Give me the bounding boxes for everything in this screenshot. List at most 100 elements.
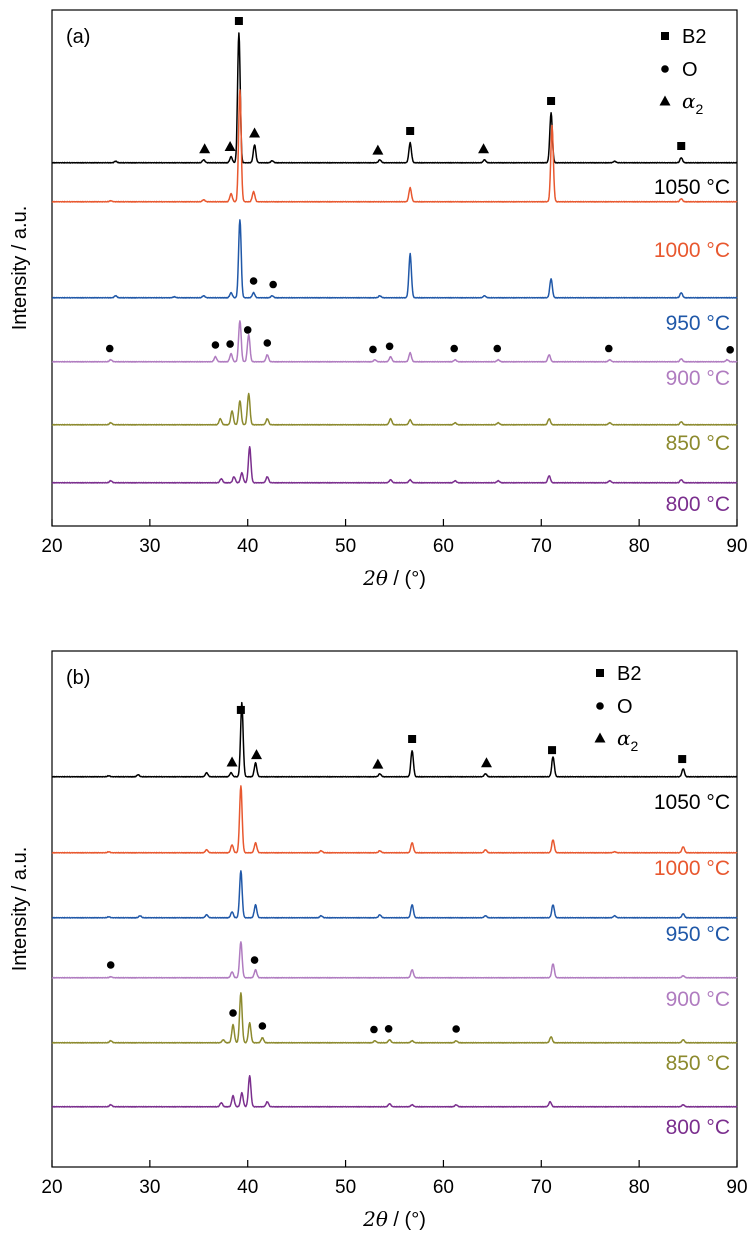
o-phase-marker <box>229 1009 237 1017</box>
legend-triangle-marker <box>594 732 606 743</box>
x-tick-label: 60 <box>433 1177 454 1198</box>
alpha2-marker <box>249 127 261 138</box>
o-phase-marker <box>726 346 734 354</box>
alpha2-marker <box>226 756 238 767</box>
series-label-850-c: 850 °C <box>666 432 730 455</box>
b2-marker <box>408 735 417 743</box>
alpha2-marker <box>251 749 263 760</box>
series-line-1050-c <box>51 701 738 778</box>
x-axis-title: 2θ / (°) <box>362 566 426 590</box>
legend-circle-marker <box>596 702 604 710</box>
o-phase-marker <box>450 344 458 353</box>
legend-label: B2 <box>682 26 706 48</box>
legend-label: B2 <box>617 663 641 685</box>
o-phase-marker <box>605 344 613 353</box>
series-label-800-c: 800 °C <box>666 1116 730 1139</box>
b2-marker <box>677 142 686 150</box>
series-label-1000-c: 1000 °C <box>654 857 730 880</box>
y-axis-title: Intensity / a.u. <box>9 206 31 331</box>
series-line-950-c <box>51 219 738 299</box>
o-phase-marker <box>269 280 277 289</box>
legend-circle-marker <box>661 65 669 73</box>
b2-marker <box>236 705 245 714</box>
series-line-800-c <box>51 445 738 484</box>
legend-square-marker <box>596 669 604 677</box>
x-tick-label: 50 <box>335 536 356 557</box>
o-phase-marker <box>249 277 258 285</box>
series-label-950-c: 950 °C <box>666 312 730 335</box>
o-phase-marker <box>452 1025 460 1033</box>
series-line-850-c <box>51 992 738 1044</box>
x-tick-label: 30 <box>139 1177 160 1198</box>
o-phase-marker <box>211 341 220 349</box>
o-phase-marker <box>258 1022 267 1030</box>
legend-label: O <box>617 696 633 718</box>
o-phase-marker <box>370 1025 378 1034</box>
series-line-1000-c <box>51 89 738 203</box>
legend-square-marker <box>661 32 669 40</box>
panel-a: 20 30 40 50 60 70 80 90 2θ / (°) Intensity / a.u.… <box>9 9 748 590</box>
alpha2-marker <box>480 757 492 768</box>
alpha2-marker <box>224 141 236 152</box>
o-phase-marker <box>263 339 272 347</box>
series-label-1050-c: 1050 °C <box>654 176 730 199</box>
series-line-800-c <box>51 1074 738 1108</box>
o-phase-marker <box>106 961 115 969</box>
legend-triangle-marker <box>659 95 671 106</box>
x-tick-label: 70 <box>531 536 552 557</box>
series-line-1000-c <box>51 785 738 854</box>
b2-marker <box>234 17 243 25</box>
x-axis-title: 2θ / (°) <box>362 1207 426 1231</box>
x-tick-label: 70 <box>531 1177 552 1198</box>
x-tick-label: 40 <box>237 536 258 557</box>
legend-label: α2 <box>682 89 704 117</box>
plot-frame <box>51 650 738 1168</box>
alpha2-marker <box>372 758 384 769</box>
series-label-800-c: 800 °C <box>666 493 730 516</box>
series-label-950-c: 950 °C <box>666 923 730 946</box>
x-tick-label: 20 <box>41 536 62 557</box>
y-axis-title: Intensity / a.u. <box>9 847 31 972</box>
series-line-1050-c <box>51 32 738 164</box>
x-tick-label: 90 <box>726 536 747 557</box>
legend-label: α2 <box>617 726 639 754</box>
series-line-900-c <box>51 320 738 363</box>
series-label-900-c: 900 °C <box>666 367 730 390</box>
o-phase-marker <box>250 956 259 964</box>
o-phase-marker <box>385 342 394 351</box>
x-tick-label: 80 <box>629 1177 650 1198</box>
b2-marker <box>678 755 687 764</box>
x-tick-label: 20 <box>41 1177 62 1198</box>
b2-marker <box>406 127 415 135</box>
series-line-850-c <box>51 392 738 426</box>
panel-label: (a) <box>66 26 90 48</box>
series-line-950-c <box>51 870 738 919</box>
x-tick-label: 80 <box>629 536 650 557</box>
b2-marker <box>547 97 556 105</box>
o-phase-marker <box>226 340 234 348</box>
b2-marker <box>548 746 557 755</box>
o-phase-marker <box>493 344 502 353</box>
panel-b: 20 30 40 50 60 70 80 90 2θ / (°) Intensity / a.u.… <box>9 650 748 1231</box>
alpha2-marker <box>199 143 211 154</box>
x-tick-label: 60 <box>433 536 454 557</box>
series-label-1000-c: 1000 °C <box>654 239 730 262</box>
o-phase-marker <box>369 345 377 354</box>
o-phase-marker <box>243 326 252 334</box>
legend-label: O <box>682 59 698 81</box>
series-line-900-c <box>51 941 738 979</box>
o-phase-marker <box>384 1024 393 1033</box>
x-tick-label: 90 <box>726 1177 747 1198</box>
alpha2-marker <box>372 144 384 155</box>
series-label-1050-c: 1050 °C <box>654 791 730 814</box>
panel-label: (b) <box>66 667 90 689</box>
series-label-850-c: 850 °C <box>666 1052 730 1075</box>
x-tick-label: 40 <box>237 1177 258 1198</box>
plot-frame <box>51 9 738 527</box>
x-tick-label: 30 <box>139 536 160 557</box>
o-phase-marker <box>105 344 114 353</box>
alpha2-marker <box>478 143 490 154</box>
x-tick-label: 50 <box>335 1177 356 1198</box>
series-label-900-c: 900 °C <box>666 988 730 1011</box>
